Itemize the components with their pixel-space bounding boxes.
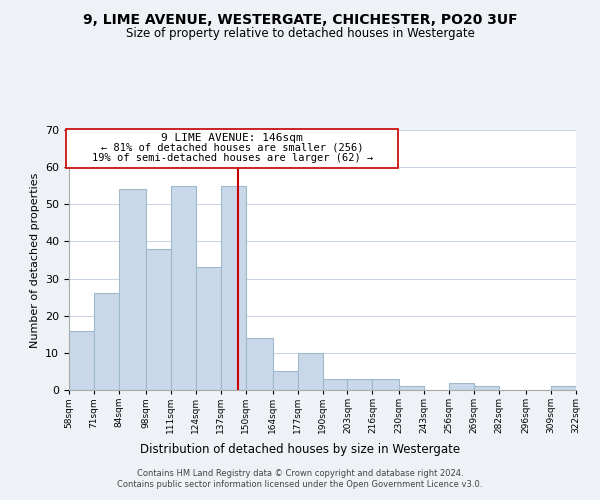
Text: Contains HM Land Registry data © Crown copyright and database right 2024.: Contains HM Land Registry data © Crown c… [137, 468, 463, 477]
Bar [221, 186, 245, 390]
Text: Distribution of detached houses by size in Westergate: Distribution of detached houses by size … [140, 442, 460, 456]
Bar [551, 386, 576, 390]
Bar [323, 379, 347, 390]
Bar [373, 379, 400, 390]
Bar [146, 249, 171, 390]
Bar [347, 379, 373, 390]
Bar [196, 268, 221, 390]
Text: ← 81% of detached houses are smaller (256): ← 81% of detached houses are smaller (25… [101, 143, 364, 153]
Bar [171, 186, 196, 390]
Bar [245, 338, 272, 390]
Text: 9 LIME AVENUE: 146sqm: 9 LIME AVENUE: 146sqm [161, 133, 303, 143]
Text: Contains public sector information licensed under the Open Government Licence v3: Contains public sector information licen… [118, 480, 482, 489]
Bar [449, 382, 474, 390]
Bar [400, 386, 424, 390]
Text: 19% of semi-detached houses are larger (62) →: 19% of semi-detached houses are larger (… [92, 153, 373, 163]
Bar [119, 190, 146, 390]
Bar [272, 372, 298, 390]
Text: 9, LIME AVENUE, WESTERGATE, CHICHESTER, PO20 3UF: 9, LIME AVENUE, WESTERGATE, CHICHESTER, … [83, 12, 517, 26]
Bar [69, 330, 94, 390]
Bar [298, 353, 323, 390]
Text: Size of property relative to detached houses in Westergate: Size of property relative to detached ho… [125, 28, 475, 40]
Bar [94, 294, 119, 390]
Y-axis label: Number of detached properties: Number of detached properties [29, 172, 40, 348]
Bar [474, 386, 499, 390]
